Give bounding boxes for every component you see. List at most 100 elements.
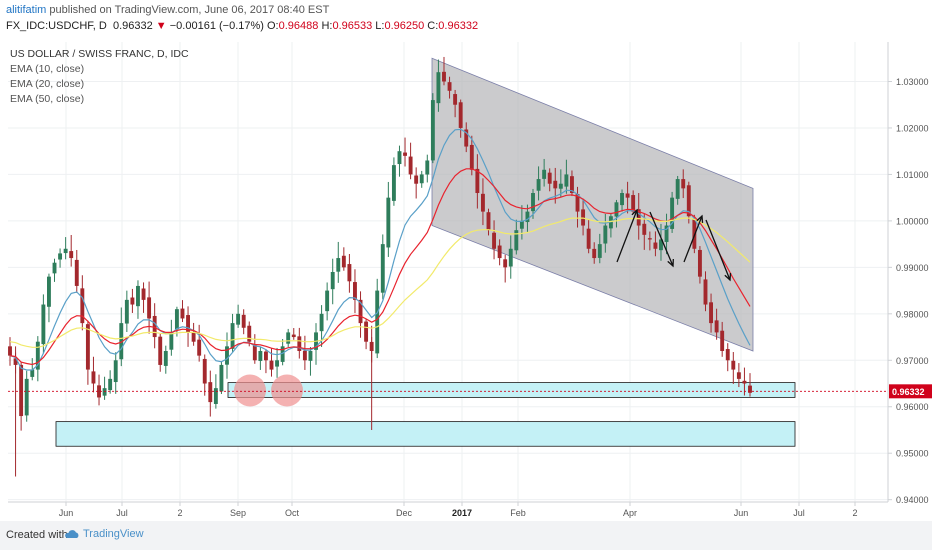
- legend-ema20[interactable]: EMA (20, close): [10, 78, 85, 90]
- trend-arrow-line: [616, 209, 638, 263]
- candle-body: [436, 72, 441, 104]
- candle-body: [681, 179, 686, 189]
- candle-body: [597, 244, 602, 258]
- trend-arrow-line: [705, 219, 731, 281]
- candle-body: [358, 299, 363, 324]
- descending-channel: [431, 57, 754, 352]
- time-tick-label: 2017: [452, 508, 472, 518]
- candle-body: [447, 82, 452, 91]
- candle-body: [425, 160, 430, 175]
- candle-body: [325, 290, 330, 312]
- ema50-line: [9, 217, 751, 348]
- candle-body: [536, 179, 541, 191]
- candle-body: [102, 388, 107, 396]
- candle-body: [697, 249, 702, 277]
- candle-body: [69, 251, 74, 259]
- time-tick-label: Oct: [285, 508, 300, 518]
- candle-body: [497, 245, 502, 259]
- candle-body: [80, 288, 85, 324]
- candle-body: [353, 282, 357, 300]
- candle-body: [202, 358, 207, 384]
- time-tick-label: Jun: [59, 508, 74, 518]
- publish-info: alitifatim published on TradingView.com,…: [6, 4, 329, 16]
- candle-body: [670, 197, 675, 229]
- candle-body: [642, 223, 647, 235]
- candle-body: [74, 259, 79, 286]
- price-tick-label: 0.95000: [896, 449, 929, 459]
- candle-body: [547, 172, 552, 184]
- candle-body: [553, 180, 558, 189]
- close-value: 0.96332: [438, 20, 479, 32]
- created-with-text: Created with: [6, 529, 68, 541]
- candle-body: [158, 336, 163, 365]
- symbol-label: FX_IDC:USDCHF, D: [6, 20, 107, 32]
- candle-body: [297, 336, 302, 351]
- candle-body: [581, 209, 586, 226]
- candle-body: [653, 242, 658, 249]
- candle-body: [731, 360, 736, 370]
- legend-title: US DOLLAR / SWISS FRANC, D, IDC: [10, 48, 189, 60]
- trend-arrow-line: [649, 211, 674, 267]
- candle-body: [403, 152, 407, 156]
- price-tick-label: 1.00000: [896, 216, 929, 226]
- candle-body: [108, 378, 113, 391]
- candle-body: [664, 225, 669, 242]
- candle-body: [614, 202, 619, 217]
- candle-body: [225, 346, 229, 365]
- arrowhead-icon: [724, 272, 732, 282]
- price-tick-label: 1.02000: [896, 123, 929, 133]
- support-zone: [227, 382, 796, 398]
- candle-body: [636, 209, 641, 226]
- time-tick-label: Jul: [793, 508, 805, 518]
- tradingview-logo[interactable]: TradingView: [64, 528, 144, 540]
- candle-body: [291, 334, 296, 338]
- price-axis[interactable]: 0.94000 0.95000 0.96000 0.97000 0.98000 0.990…: [887, 42, 932, 505]
- candle-body: [174, 309, 179, 330]
- candle-body: [280, 346, 285, 362]
- time-tick-label: 2: [177, 508, 182, 518]
- candle-body: [141, 288, 146, 300]
- price-tick-label: 1.03000: [896, 77, 929, 87]
- candle-body: [219, 364, 224, 392]
- candle-body: [152, 315, 157, 338]
- candle-body: [453, 94, 458, 105]
- candle-body: [603, 225, 608, 244]
- legend-ema10[interactable]: EMA (10, close): [10, 63, 85, 75]
- close-label: C:: [427, 20, 439, 32]
- candle-body: [464, 129, 469, 147]
- open-value: 0.96488: [278, 20, 319, 32]
- legend-ema50[interactable]: EMA (50, close): [10, 93, 85, 105]
- last-price-label: 0.96332: [892, 387, 925, 397]
- price-chart[interactable]: 0.94000 0.95000 0.96000 0.97000 0.98000 0.990…: [0, 40, 932, 521]
- cloud-icon: [65, 530, 79, 539]
- candle-body: [269, 360, 274, 370]
- time-tick-label: Dec: [396, 508, 413, 518]
- candle-body: [364, 321, 369, 342]
- candle-body: [258, 350, 263, 361]
- candle-body: [419, 174, 424, 184]
- candle-body: [130, 297, 135, 305]
- price-tick-label: 0.98000: [896, 309, 929, 319]
- candle-body: [208, 382, 213, 403]
- candle-body: [241, 314, 246, 328]
- candle-body: [525, 211, 530, 223]
- candle-body: [52, 262, 57, 274]
- candle-body: [508, 248, 513, 267]
- candle-body: [169, 332, 174, 350]
- candle-body: [714, 320, 719, 333]
- author-link[interactable]: alitifatim: [6, 4, 47, 16]
- candle-body: [442, 71, 446, 82]
- candle-body: [703, 279, 708, 305]
- candle-body: [286, 332, 291, 344]
- price-tick-label: 0.97000: [896, 356, 929, 366]
- candle-body: [720, 330, 725, 351]
- candle-body: [397, 151, 402, 165]
- price-tick-label: 0.94000: [896, 495, 929, 505]
- time-axis[interactable]: Jun Jul 2 Sep Oct Dec 2017 Feb Apr Jun Jul 2: [8, 501, 888, 518]
- open-label: O:: [267, 20, 279, 32]
- candle-body: [163, 350, 168, 366]
- candle-body: [347, 264, 352, 282]
- candle-body: [386, 197, 391, 248]
- candle-body: [519, 220, 524, 229]
- published-text: published on TradingView.com, June 06, 2…: [49, 4, 330, 16]
